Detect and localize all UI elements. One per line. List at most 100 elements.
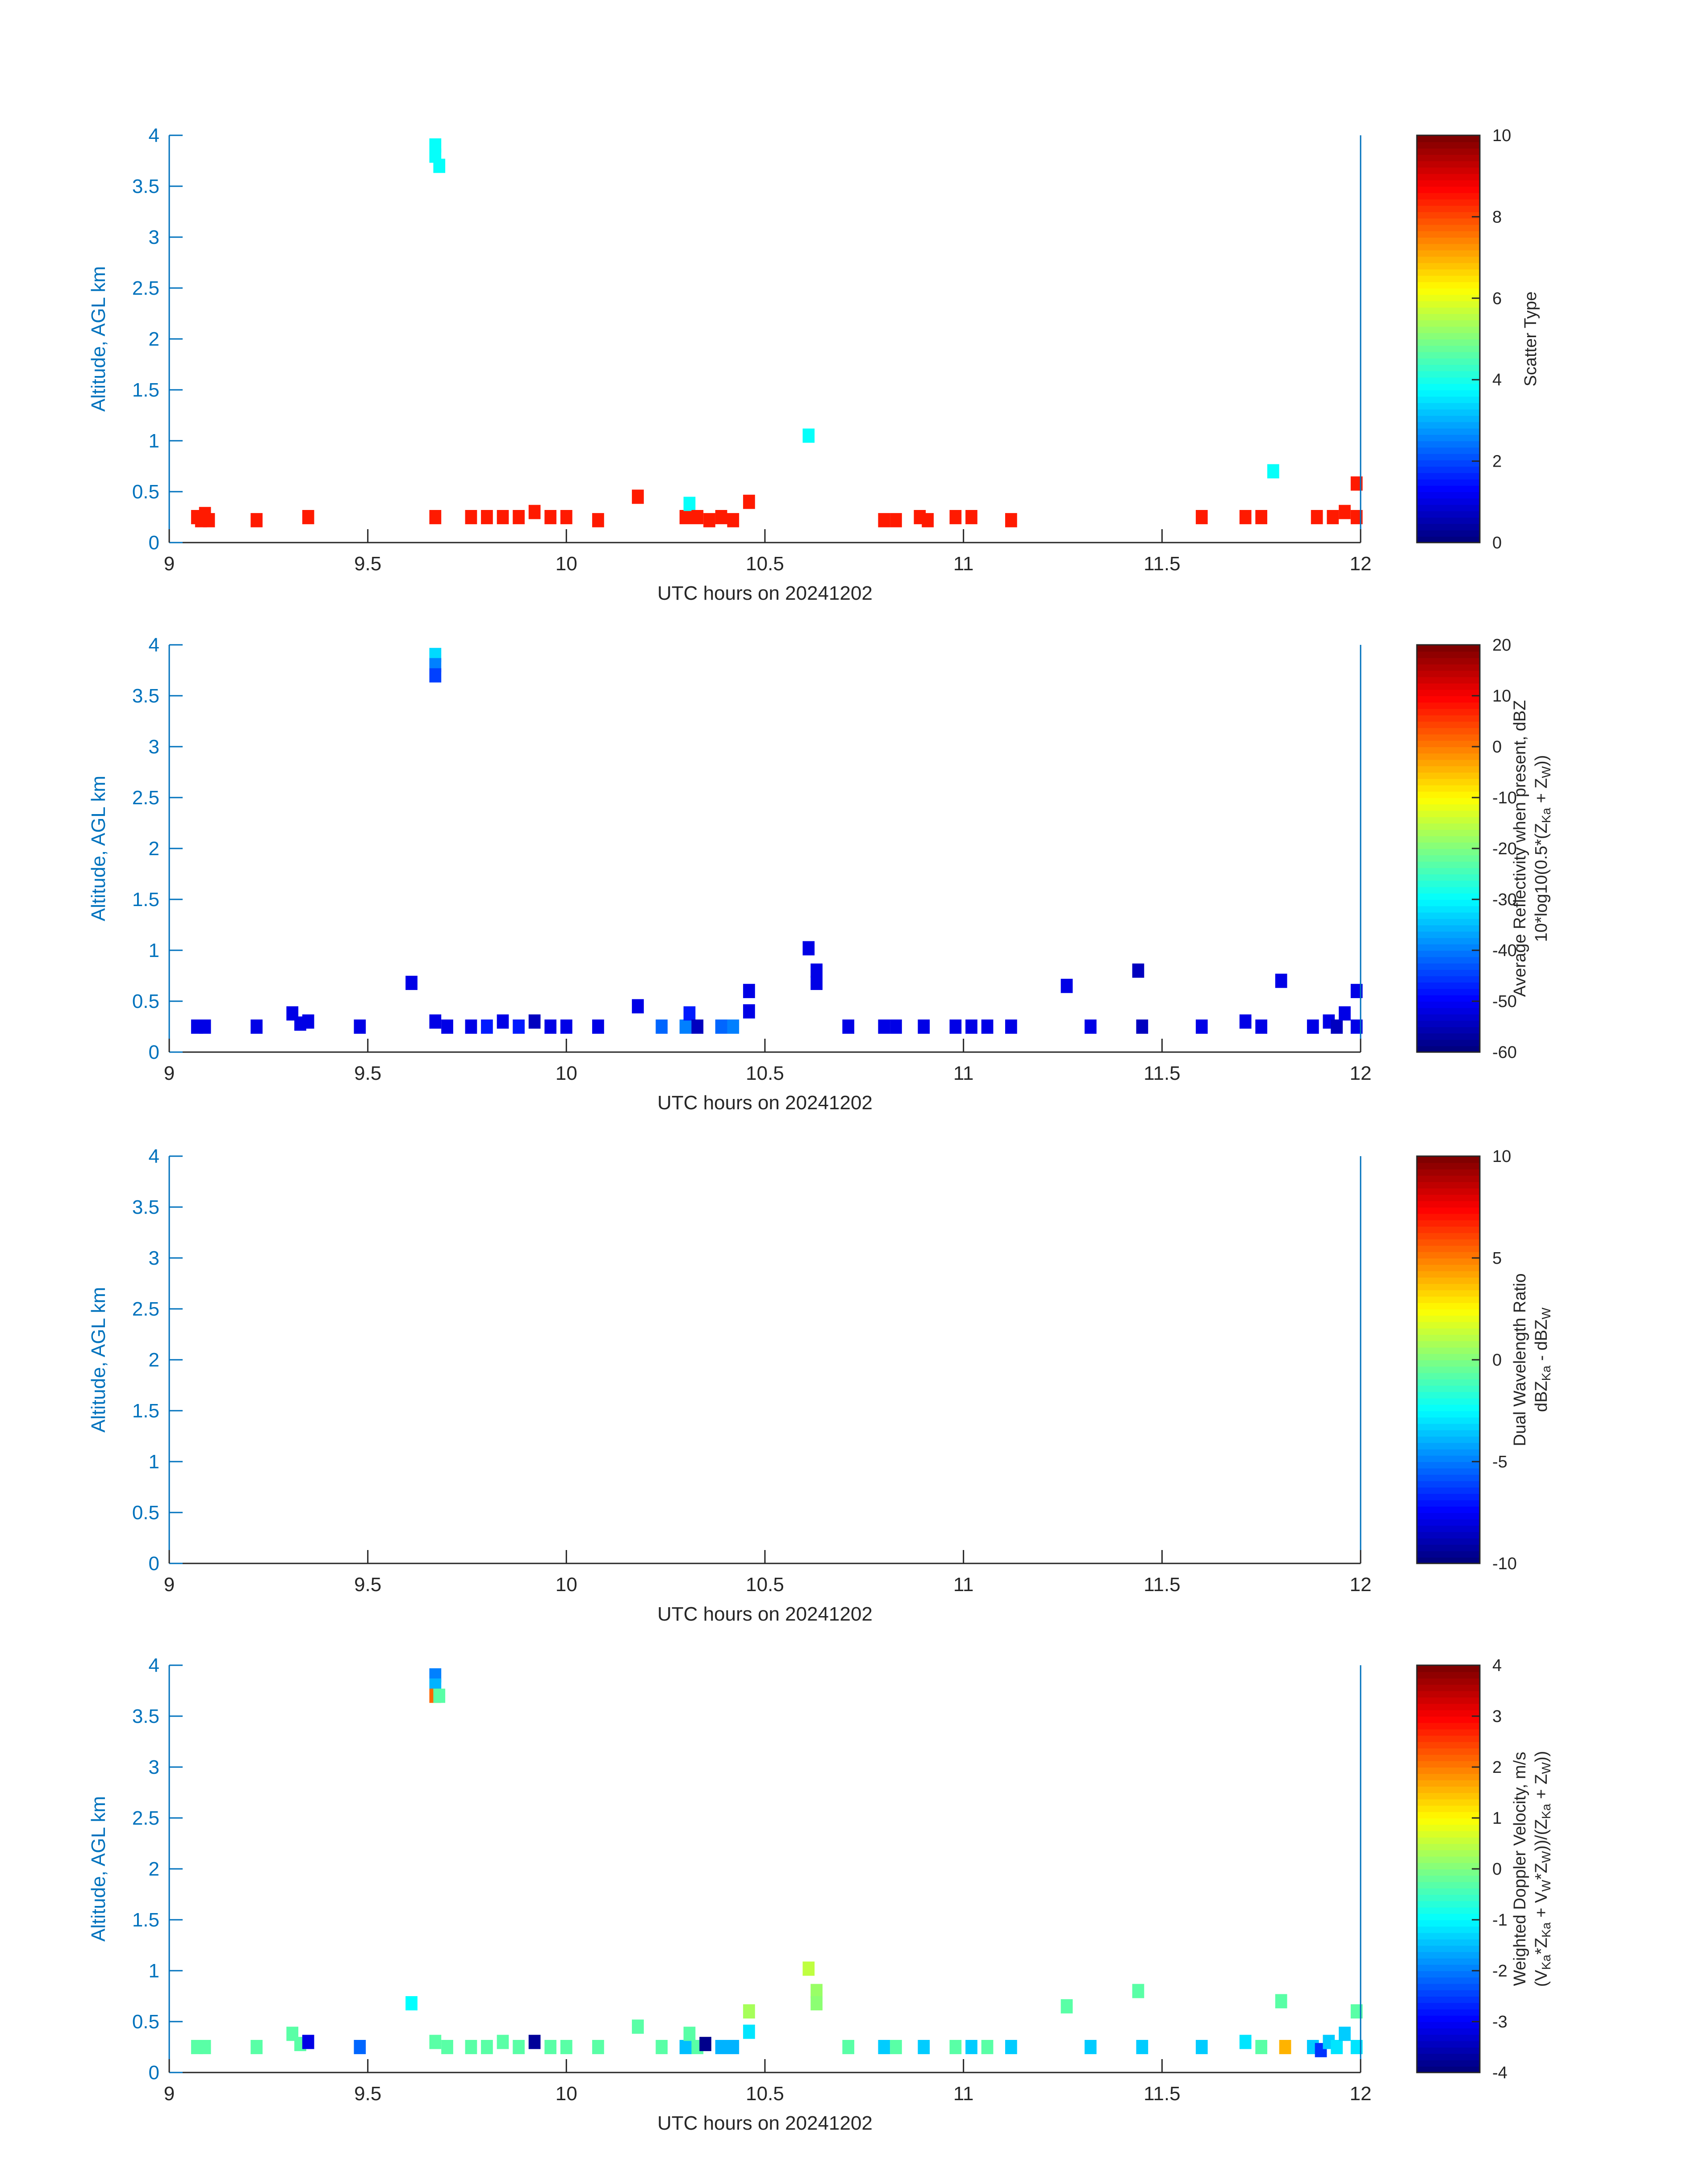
colorbar-segment bbox=[1417, 2060, 1480, 2067]
colorbar-segment bbox=[1417, 1691, 1480, 1698]
colorbar-segment bbox=[1417, 167, 1480, 174]
data-cell bbox=[302, 2035, 314, 2049]
colorbar-tick-label: -4 bbox=[1492, 2064, 1508, 2082]
data-cell bbox=[683, 2027, 696, 2041]
colorbar-segment bbox=[1417, 1818, 1480, 1825]
colorbar-segment bbox=[1417, 1411, 1480, 1418]
colorbar-segment bbox=[1417, 148, 1480, 155]
colorbar-segment bbox=[1417, 969, 1480, 977]
data-cell bbox=[1084, 2040, 1097, 2054]
colorbar-tick-label: 20 bbox=[1492, 636, 1511, 655]
colorbar-segment bbox=[1417, 326, 1480, 333]
colorbar-segment bbox=[1417, 1220, 1480, 1227]
colorbar-segment bbox=[1417, 677, 1480, 684]
colorbar-segment bbox=[1417, 708, 1480, 715]
data-cell bbox=[703, 513, 715, 527]
colorbar-segment bbox=[1417, 906, 1480, 913]
colorbar-segment bbox=[1417, 504, 1480, 511]
colorbar-segment bbox=[1417, 1442, 1480, 1450]
x-tick-label: 12 bbox=[1350, 2083, 1372, 2105]
data-cell bbox=[802, 428, 815, 443]
colorbar-segment bbox=[1417, 460, 1480, 467]
colorbar-segment bbox=[1417, 798, 1480, 805]
colorbar-segment bbox=[1417, 383, 1480, 391]
colorbar-segment bbox=[1417, 1799, 1480, 1806]
colorbar-label-part: Average Reflectivity when present, dBZ bbox=[1511, 700, 1529, 997]
colorbar-segment bbox=[1417, 377, 1480, 384]
colorbar-segment bbox=[1417, 1678, 1480, 1685]
x-tick-label: 11 bbox=[953, 2083, 974, 2105]
data-cell bbox=[743, 2004, 755, 2019]
colorbar-segment bbox=[1417, 1939, 1480, 1946]
y-tick-label: 0 bbox=[149, 532, 159, 554]
colorbar-segment bbox=[1417, 1226, 1480, 1233]
y-tick-label: 0 bbox=[149, 2062, 159, 2084]
data-cell bbox=[251, 1020, 263, 1034]
colorbar-segment bbox=[1417, 1169, 1480, 1176]
colorbar-label: 10*log10(0.5*(ZKa + ZW)) bbox=[1532, 755, 1553, 942]
colorbar-segment bbox=[1417, 1550, 1480, 1558]
colorbar-label: Dual Wavelength Ratio bbox=[1511, 1273, 1529, 1446]
data-cell bbox=[1275, 974, 1287, 988]
x-tick-label: 10.5 bbox=[746, 1574, 784, 1596]
y-axis-label: Altitude, AGL km bbox=[88, 266, 109, 412]
colorbar-segment bbox=[1417, 957, 1480, 964]
colorbar-segment bbox=[1417, 434, 1480, 442]
colorbar-segment bbox=[1417, 1251, 1480, 1259]
data-cell bbox=[429, 2035, 442, 2049]
colorbar-segment bbox=[1417, 351, 1480, 359]
colorbar-segment bbox=[1417, 759, 1480, 766]
data-cell bbox=[810, 963, 823, 978]
y-tick-label: 3 bbox=[149, 1756, 159, 1778]
data-cell bbox=[1005, 513, 1017, 527]
y-tick-label: 1 bbox=[149, 1960, 159, 1982]
colorbar-tick-label: 10 bbox=[1492, 687, 1511, 706]
data-cell bbox=[1195, 510, 1208, 524]
colorbar-segment bbox=[1417, 657, 1480, 664]
data-cell bbox=[679, 1020, 692, 1034]
colorbar-segment bbox=[1417, 1665, 1480, 1672]
colorbar-segment bbox=[1417, 1436, 1480, 1443]
colorbar-segment bbox=[1417, 1277, 1480, 1284]
x-tick-label: 12 bbox=[1350, 1062, 1372, 1084]
y-tick-label: 4 bbox=[149, 1145, 159, 1167]
data-cell bbox=[632, 489, 644, 504]
data-cell bbox=[433, 1688, 446, 1703]
colorbar-tick-label: 4 bbox=[1492, 1656, 1502, 1675]
colorbar-segment bbox=[1417, 135, 1480, 142]
data-cell bbox=[691, 510, 704, 524]
colorbar-segment bbox=[1417, 1014, 1480, 1021]
colorbar-segment bbox=[1417, 912, 1480, 919]
x-tick-label: 10.5 bbox=[746, 2083, 784, 2105]
colorbar-segment bbox=[1417, 867, 1480, 875]
colorbar-segment bbox=[1417, 1544, 1480, 1551]
colorbar-segment bbox=[1417, 2015, 1480, 2022]
data-cell bbox=[497, 2035, 509, 2049]
colorbar-segment bbox=[1417, 243, 1480, 251]
colorbar-segment bbox=[1417, 1296, 1480, 1303]
colorbar-segment bbox=[1417, 142, 1480, 149]
data-cell bbox=[632, 999, 644, 1014]
colorbar-segment bbox=[1417, 950, 1480, 957]
data-cell bbox=[1311, 510, 1323, 524]
y-axis-label: Altitude, AGL km bbox=[88, 1287, 109, 1433]
colorbar-label-part: Ka bbox=[1539, 808, 1553, 823]
data-cell bbox=[715, 1020, 727, 1034]
colorbar-segment bbox=[1417, 212, 1480, 219]
colorbar-segment bbox=[1417, 1869, 1480, 1876]
data-cell bbox=[965, 510, 977, 524]
data-cell bbox=[497, 510, 509, 524]
colorbar-segment bbox=[1417, 1964, 1480, 1972]
data-cell bbox=[727, 513, 739, 527]
colorbar-segment bbox=[1417, 976, 1480, 983]
colorbar-segment bbox=[1417, 664, 1480, 671]
colorbar-segment bbox=[1417, 1245, 1480, 1252]
colorbar-segment bbox=[1417, 1703, 1480, 1710]
colorbar-segment bbox=[1417, 2028, 1480, 2035]
data-cell bbox=[1279, 2040, 1291, 2054]
data-cell bbox=[560, 510, 572, 524]
x-tick-label: 11.5 bbox=[1144, 1574, 1180, 1596]
colorbar-segment bbox=[1417, 1188, 1480, 1195]
x-tick-label: 12 bbox=[1350, 553, 1372, 575]
data-cell bbox=[1005, 2040, 1017, 2054]
